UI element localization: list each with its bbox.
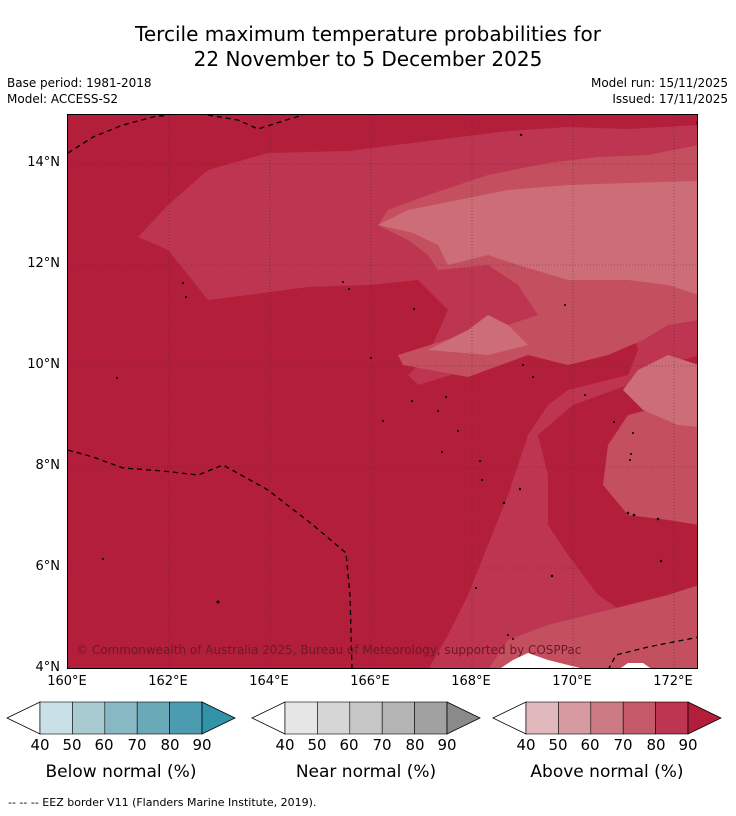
map-panel[interactable]: © Commonwealth of Australia 2025, Bureau… bbox=[67, 114, 698, 669]
above-normal-ticks: 40 50 60 70 80 90 bbox=[492, 736, 722, 754]
below-colorbar-box bbox=[136, 701, 170, 735]
below-tick: 70 bbox=[127, 736, 147, 754]
below-normal-ticks: 40 50 60 70 80 90 bbox=[6, 736, 236, 754]
near-colorbar-over-triangle bbox=[446, 701, 481, 735]
eez-legend-note: -- -- -- EEZ border V11 (Flanders Marine… bbox=[8, 796, 317, 809]
eez-borders bbox=[68, 115, 697, 668]
base-period: Base period: 1981-2018 bbox=[7, 76, 152, 90]
below-colorbar-box bbox=[39, 701, 73, 735]
near-normal-label: Near normal (%) bbox=[295, 762, 437, 782]
above-colorbar-box bbox=[622, 701, 656, 735]
near-colorbar-box bbox=[317, 701, 351, 735]
lon-label-170e: 170°E bbox=[552, 674, 592, 689]
near-tick: 80 bbox=[405, 736, 425, 754]
below-normal-colorbar bbox=[6, 701, 236, 735]
lat-label-4n: 4°N bbox=[35, 660, 61, 675]
islands bbox=[102, 121, 697, 640]
above-colorbar-under-triangle bbox=[492, 701, 527, 735]
above-colorbar-box bbox=[655, 701, 689, 735]
near-colorbar-box bbox=[349, 701, 383, 735]
map-title: Tercile maximum temperature probabilitie… bbox=[0, 22, 736, 72]
above-normal-label: Above normal (%) bbox=[530, 762, 684, 782]
near-colorbar-under-triangle bbox=[251, 701, 286, 735]
below-tick: 50 bbox=[62, 736, 82, 754]
model-run: Model run: 15/11/2025 bbox=[590, 76, 728, 90]
below-tick: 90 bbox=[192, 736, 212, 754]
near-tick: 50 bbox=[307, 736, 327, 754]
near-normal-colorbar bbox=[251, 701, 481, 735]
map-canvas: © Commonwealth of Australia 2025, Bureau… bbox=[68, 115, 697, 668]
near-normal-ticks: 40 50 60 70 80 90 bbox=[251, 736, 481, 754]
above-tick: 70 bbox=[613, 736, 633, 754]
above-colorbar-box bbox=[558, 701, 592, 735]
meta-left: Base period: 1981-2018 Model: ACCESS-S2 bbox=[7, 75, 152, 107]
map-title-line1: Tercile maximum temperature probabilitie… bbox=[135, 22, 601, 46]
lon-label-166e: 166°E bbox=[350, 674, 390, 689]
lat-label-8n: 8°N bbox=[35, 458, 61, 473]
meta-right: Model run: 15/11/2025 Issued: 17/11/2025 bbox=[591, 75, 728, 107]
lat-label-12n: 12°N bbox=[27, 256, 60, 271]
near-colorbar-box bbox=[284, 701, 318, 735]
near-colorbar-box bbox=[414, 701, 448, 735]
near-tick: 40 bbox=[275, 736, 295, 754]
region-above-60 bbox=[378, 181, 697, 427]
lon-label-168e: 168°E bbox=[451, 674, 491, 689]
issued-date: Issued: 17/11/2025 bbox=[612, 92, 728, 106]
above-colorbar-over-triangle bbox=[687, 701, 722, 735]
below-colorbar-box bbox=[72, 701, 106, 735]
near-tick: 60 bbox=[339, 736, 359, 754]
below-tick: 40 bbox=[30, 736, 50, 754]
region-near-normal-white bbox=[501, 653, 651, 668]
lat-label-6n: 6°N bbox=[35, 559, 61, 574]
lon-label-164e: 164°E bbox=[249, 674, 289, 689]
below-colorbar-box bbox=[104, 701, 138, 735]
above-tick: 40 bbox=[516, 736, 536, 754]
above-colorbar-box bbox=[590, 701, 624, 735]
above-tick: 50 bbox=[548, 736, 568, 754]
near-colorbar-box bbox=[381, 701, 415, 735]
above-tick: 90 bbox=[678, 736, 698, 754]
below-normal-label: Below normal (%) bbox=[45, 762, 197, 782]
above-colorbar-box bbox=[525, 701, 559, 735]
below-colorbar-over-triangle bbox=[201, 701, 236, 735]
above-normal-colorbar bbox=[492, 701, 722, 735]
map-title-line2: 22 November to 5 December 2025 bbox=[193, 47, 543, 71]
near-tick: 70 bbox=[372, 736, 392, 754]
model-name: Model: ACCESS-S2 bbox=[7, 92, 119, 106]
near-tick: 90 bbox=[437, 736, 457, 754]
lon-label-172e: 172°E bbox=[653, 674, 693, 689]
map-copyright: © Commonwealth of Australia 2025, Bureau… bbox=[76, 643, 581, 657]
lat-label-10n: 10°N bbox=[27, 357, 60, 372]
lon-label-162e: 162°E bbox=[148, 674, 188, 689]
below-tick: 60 bbox=[94, 736, 114, 754]
above-tick: 80 bbox=[646, 736, 666, 754]
below-tick: 80 bbox=[160, 736, 180, 754]
lon-label-160e: 160°E bbox=[47, 674, 87, 689]
below-colorbar-under-triangle bbox=[6, 701, 41, 735]
below-colorbar-box bbox=[169, 701, 203, 735]
above-tick: 60 bbox=[580, 736, 600, 754]
lat-label-14n: 14°N bbox=[27, 155, 60, 170]
gridlines bbox=[68, 115, 697, 668]
